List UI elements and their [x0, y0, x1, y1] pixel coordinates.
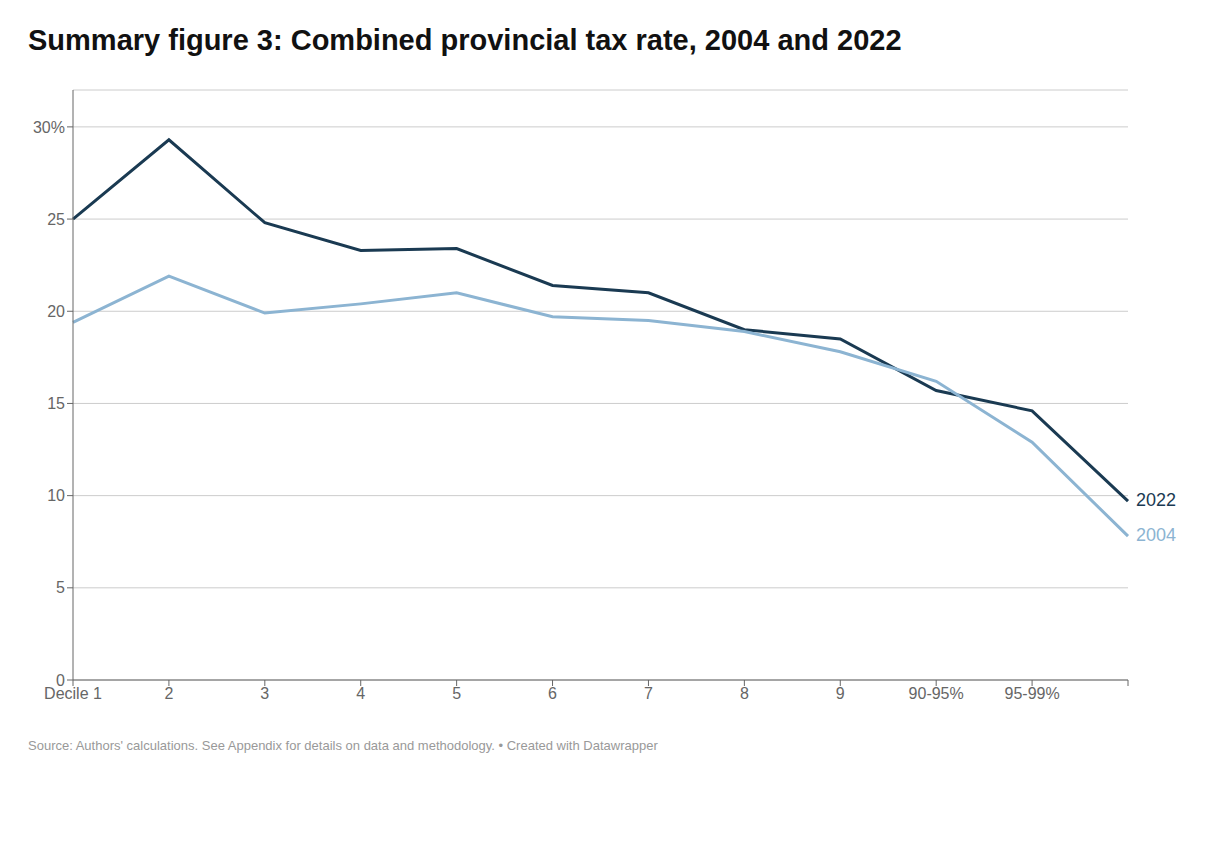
svg-text:8: 8	[740, 685, 749, 702]
svg-text:90-95%: 90-95%	[909, 685, 964, 702]
svg-text:5: 5	[56, 579, 65, 596]
svg-text:7: 7	[644, 685, 653, 702]
svg-text:9: 9	[836, 685, 845, 702]
svg-text:2004: 2004	[1136, 525, 1176, 545]
svg-text:3: 3	[260, 685, 269, 702]
svg-text:5: 5	[452, 685, 461, 702]
svg-text:2: 2	[164, 685, 173, 702]
svg-text:15: 15	[47, 395, 65, 412]
svg-text:95-99%: 95-99%	[1005, 685, 1060, 702]
svg-text:30%: 30%	[33, 118, 65, 135]
svg-text:25: 25	[47, 210, 65, 227]
svg-text:Decile 1: Decile 1	[44, 685, 102, 702]
svg-text:2022: 2022	[1136, 490, 1176, 510]
html-text:Summary figure 3: Combined pro: Summary figure 3: Combined provincial ta…	[28, 24, 902, 56]
svg-text:6: 6	[548, 685, 557, 702]
svg-text:20: 20	[47, 303, 65, 320]
svg-text:4: 4	[356, 685, 365, 702]
html-text:Source: Authors' calculations.: Source: Authors' calculations. See Appen…	[28, 737, 658, 753]
svg-text:10: 10	[47, 487, 65, 504]
svg-text:0: 0	[56, 671, 65, 688]
